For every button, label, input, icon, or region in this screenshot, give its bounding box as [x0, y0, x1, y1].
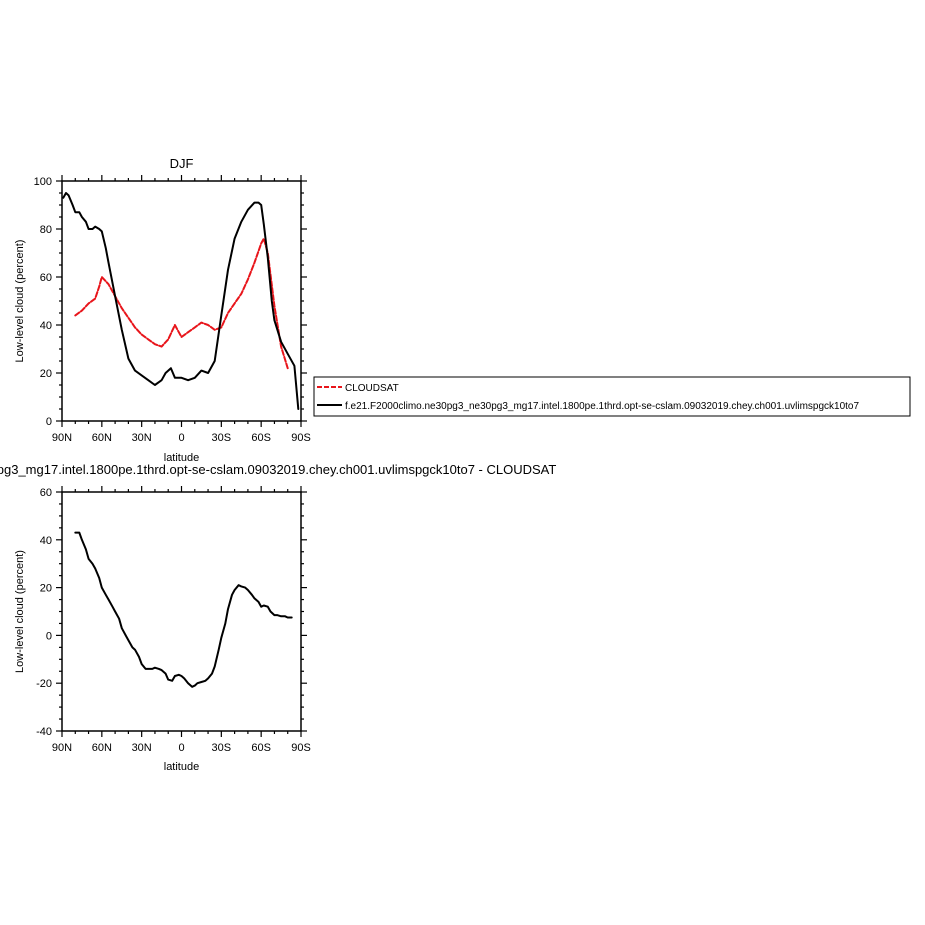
x-tick-label: 60S [251, 432, 271, 444]
x-tick-label: 30N [132, 432, 152, 444]
legend-entry-1: f.e21.F2000climo.ne30pg3_ne30pg3_mg17.in… [345, 401, 859, 412]
y-tick-label: 40 [40, 320, 52, 332]
x-tick-label: 30S [212, 742, 232, 754]
y-tick-label: 60 [40, 487, 52, 499]
chart-title: f.e21.F2000climo.ne30pg3_ne30pg3_mg17.in… [0, 462, 556, 477]
legend: CLOUDSAT f.e21.F2000climo.ne30pg3_ne30pg3… [313, 376, 911, 417]
x-tick-label: 60S [251, 742, 271, 754]
y-tick-label: 40 [40, 535, 52, 547]
legend-box [313, 376, 911, 417]
x-tick-label: 90N [52, 742, 72, 754]
x-axis-label: latitude [164, 761, 199, 773]
x-tick-label: 60N [92, 432, 112, 444]
y-axis-label: Low-level cloud (percent) [14, 240, 26, 363]
x-axis-label: latitude [164, 452, 199, 464]
y-tick-label: -40 [36, 726, 52, 738]
chart-title: DJF [170, 156, 194, 171]
y-tick-label: -20 [36, 678, 52, 690]
y-tick-label: 20 [40, 583, 52, 595]
x-tick-label: 0 [178, 432, 184, 444]
legend-entry-0: CLOUDSAT [345, 383, 399, 394]
y-tick-label: 60 [40, 272, 52, 284]
y-tick-label: 100 [34, 176, 52, 188]
x-tick-label: 30N [132, 742, 152, 754]
series-line-0 [74, 237, 289, 370]
y-tick-label: 0 [46, 630, 52, 642]
y-tick-label: 0 [46, 416, 52, 428]
x-tick-label: 90S [291, 742, 311, 754]
series-line-1 [62, 192, 300, 410]
chart-bottom-difference: f.e21.F2000climo.ne30pg3_ne30pg3_mg17.in… [0, 462, 556, 773]
x-tick-label: 60N [92, 742, 112, 754]
series-line-0 [74, 531, 293, 688]
chart-top-djf: DJF 90N 60N 30N 0 30S 60S 90S 0 20 40 60 80 100 latitu… [14, 156, 311, 464]
x-tick-label: 30S [212, 432, 232, 444]
x-tick-label: 90N [52, 432, 72, 444]
y-tick-label: 80 [40, 224, 52, 236]
y-axis-label: Low-level cloud (percent) [14, 550, 26, 673]
plot-frame [61, 180, 302, 422]
x-tick-label: 0 [178, 742, 184, 754]
x-tick-label: 90S [291, 432, 311, 444]
y-tick-label: 20 [40, 368, 52, 380]
plot-frame [61, 491, 302, 732]
